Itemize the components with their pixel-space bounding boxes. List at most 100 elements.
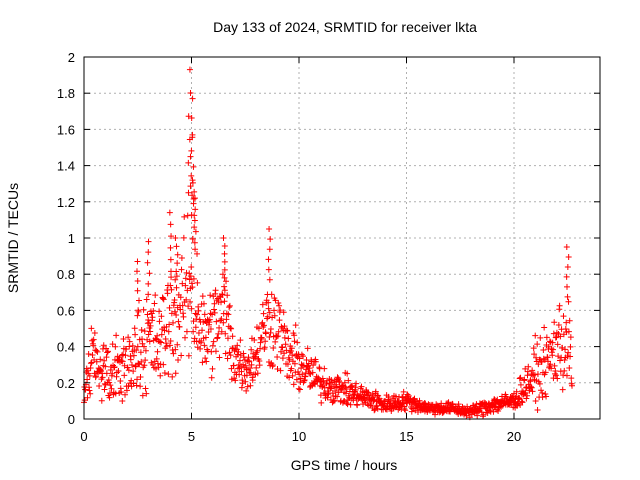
data-point — [296, 386, 303, 393]
data-point — [134, 258, 141, 265]
data-point — [215, 330, 222, 337]
data-point — [202, 355, 209, 362]
data-point — [166, 209, 173, 216]
data-point — [174, 341, 181, 348]
chart-title: Day 133 of 2024, SRMTID for receiver lkt… — [213, 19, 477, 35]
data-point — [312, 381, 319, 388]
data-point — [176, 323, 183, 330]
data-point — [306, 365, 313, 372]
data-point — [150, 308, 157, 315]
y-tick-label: 1.6 — [57, 122, 75, 137]
data-point — [548, 365, 555, 372]
data-point — [565, 349, 572, 356]
data-point — [569, 382, 576, 389]
data-point — [265, 266, 272, 273]
data-point — [564, 283, 571, 290]
x-tick-label: 15 — [399, 429, 413, 444]
y-tick-label: 0.8 — [57, 267, 75, 282]
data-point — [555, 322, 562, 329]
data-point — [374, 405, 381, 412]
data-point — [527, 383, 534, 390]
data-point — [534, 371, 541, 378]
data-point — [366, 392, 373, 399]
y-tick-label: 1.4 — [57, 159, 75, 174]
data-point — [267, 325, 274, 332]
data-point — [455, 401, 462, 408]
data-point — [183, 269, 190, 276]
data-point — [327, 385, 334, 392]
data-point — [190, 200, 197, 207]
data-point — [266, 276, 273, 283]
data-point — [202, 334, 209, 341]
data-point — [219, 271, 226, 278]
x-tick-label: 10 — [292, 429, 306, 444]
data-point — [554, 375, 561, 382]
data-point — [210, 338, 217, 345]
data-point — [230, 362, 237, 369]
data-point — [153, 355, 160, 362]
data-point — [140, 343, 147, 350]
data-point — [143, 390, 150, 397]
data-point — [146, 270, 153, 277]
data-point — [87, 390, 94, 397]
data-point — [513, 388, 520, 395]
data-point — [522, 365, 529, 372]
data-point — [277, 367, 284, 374]
data-point — [295, 385, 302, 392]
data-point — [190, 328, 197, 335]
data-point — [565, 254, 572, 261]
data-point — [232, 377, 239, 384]
data-point — [229, 333, 236, 340]
data-point — [549, 339, 556, 346]
data-point — [103, 354, 110, 361]
data-point — [84, 394, 91, 401]
data-point — [192, 228, 199, 235]
data-point — [279, 355, 286, 362]
data-point — [300, 353, 307, 360]
data-point — [531, 371, 538, 378]
data-point — [242, 362, 249, 369]
data-point — [372, 406, 379, 413]
data-point — [179, 280, 186, 287]
data-point — [172, 276, 179, 283]
data-points — [81, 66, 576, 421]
data-point — [543, 334, 550, 341]
data-point — [290, 381, 297, 388]
data-point — [348, 383, 355, 390]
data-point — [155, 364, 162, 371]
data-point — [289, 372, 296, 379]
data-point — [187, 183, 194, 190]
data-point — [551, 319, 558, 326]
data-point — [167, 244, 174, 251]
data-point — [125, 367, 132, 374]
data-point — [280, 309, 287, 316]
data-point — [122, 352, 129, 359]
data-point — [135, 307, 142, 314]
data-point — [565, 298, 572, 305]
y-tick-label: 1.8 — [57, 86, 75, 101]
data-point — [163, 343, 170, 350]
data-point — [174, 260, 181, 267]
data-point — [371, 407, 378, 414]
data-point — [223, 278, 230, 285]
data-point — [197, 345, 204, 352]
data-point — [189, 177, 196, 184]
data-point — [133, 268, 140, 275]
data-point — [189, 131, 196, 138]
data-point — [191, 335, 198, 342]
data-point — [274, 354, 281, 361]
data-point — [352, 386, 359, 393]
data-point — [265, 256, 272, 263]
data-point — [165, 371, 172, 378]
data-point — [550, 346, 557, 353]
data-point — [268, 291, 275, 298]
data-point — [567, 353, 574, 360]
data-point — [143, 296, 150, 303]
data-point — [158, 331, 165, 338]
data-point — [281, 323, 288, 330]
data-point — [266, 246, 273, 253]
data-point — [237, 337, 244, 344]
data-point — [160, 296, 167, 303]
data-point — [225, 311, 232, 318]
